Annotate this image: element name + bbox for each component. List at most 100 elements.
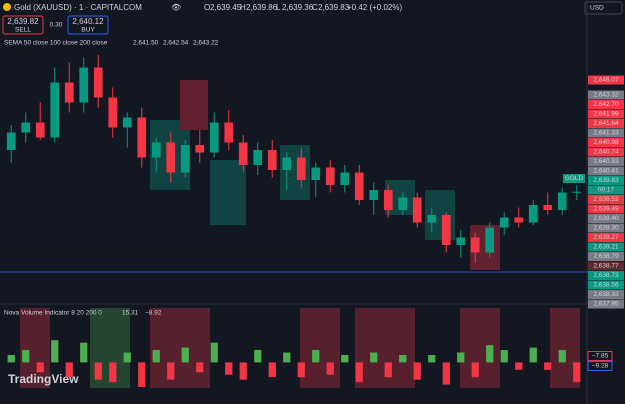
volume-bar: [500, 350, 508, 363]
price-label: 2,640.53: [593, 158, 619, 165]
eye-icon[interactable]: 👁: [171, 3, 181, 12]
volume-bar: [225, 362, 233, 375]
candle-body: [441, 215, 451, 245]
candle-body: [456, 237, 466, 245]
volume-bar: [442, 362, 450, 385]
candle-body: [224, 122, 234, 143]
candle-body: [557, 192, 567, 210]
candle-body: [50, 82, 60, 138]
candle-body: [108, 97, 118, 128]
price-label-bg: [588, 128, 624, 138]
volume-bar: [94, 362, 102, 380]
candle-body: [398, 197, 408, 210]
candle-body: [195, 145, 205, 153]
volume-bar: [341, 355, 349, 363]
price-label-bg: [588, 214, 624, 223]
ohlc-value: 2,639.83: [318, 3, 350, 12]
price-label: 2,639.40: [593, 215, 619, 222]
volume-bar: [210, 342, 218, 363]
candle-body: [267, 150, 277, 170]
volume-label-bg: [587, 351, 613, 361]
ohlc-value: 2,639.86: [246, 3, 278, 12]
symbol-tag-bg: [563, 174, 585, 183]
candle-body: [64, 82, 74, 103]
volume-bar: [370, 352, 378, 363]
zone: [20, 308, 50, 388]
volume-bar: [167, 362, 175, 380]
volume-bar: [138, 362, 146, 388]
candle-body: [340, 172, 350, 185]
candle-body: [543, 205, 553, 210]
volume-bar: [123, 352, 131, 363]
candle-body: [253, 150, 263, 165]
volume-bar: [529, 347, 537, 363]
currency-box[interactable]: [584, 1, 623, 15]
candle-body: [166, 142, 176, 173]
price-label-bg: [588, 157, 624, 166]
price-label: 2,642.70: [593, 101, 619, 108]
price-label: 2,637.95: [593, 301, 619, 308]
price-label-bg: [588, 119, 624, 128]
volume-bar: [355, 362, 363, 383]
candle-body: [412, 197, 422, 223]
volume-bar: [413, 362, 421, 380]
candle-body: [485, 227, 495, 253]
volume-bar: [254, 350, 262, 363]
price-label-bg: [588, 75, 624, 85]
price-label: 2,640.98: [593, 139, 619, 146]
price-label: 2,643.32: [593, 92, 619, 99]
buy-price[interactable]: 2,640.12: [72, 17, 104, 26]
buy-button[interactable]: [67, 15, 109, 35]
price-label-bg: [588, 223, 624, 233]
price-label: 2,641.99: [593, 111, 619, 118]
price-label-bg: [588, 176, 624, 185]
price-label: 2,639.52: [593, 196, 619, 203]
price-label-bg: [588, 166, 624, 176]
price-label-bg: [588, 109, 624, 119]
price-label: 2,641.33: [593, 130, 619, 137]
candle-body: [93, 67, 103, 98]
candle-body: [122, 117, 132, 128]
price-label-bg: [588, 90, 624, 100]
spread: 0.30: [50, 22, 63, 29]
price-label-bg: [588, 147, 624, 157]
symbol-tag: GOLD: [565, 175, 584, 182]
volume-bar: [384, 362, 392, 378]
sell-button[interactable]: [2, 15, 44, 35]
volume-bar: [312, 350, 320, 363]
sell-price[interactable]: 2,639.82: [7, 17, 39, 26]
price-label-bg: [588, 242, 624, 252]
price-label-bg: [588, 299, 624, 309]
sell-label[interactable]: SELL: [15, 27, 31, 34]
candle-body: [383, 190, 393, 210]
price-label: 2,638.77: [593, 263, 619, 270]
volume-bar: [544, 362, 552, 370]
candle-body: [427, 215, 437, 223]
price-label-bg: [588, 195, 624, 204]
volume-bar: [181, 347, 189, 363]
candle-body: [311, 167, 321, 180]
price-label: 2,640.74: [593, 149, 619, 156]
price-label: 2,639.21: [593, 244, 619, 251]
symbol: Gold (XAUUSD) · 1 · CAPITALCOM: [14, 3, 142, 12]
volume-bar: [558, 350, 566, 363]
symbol-icon: [3, 3, 11, 11]
price-label: 2,640.41: [593, 168, 619, 175]
volume-bar: [152, 350, 160, 363]
price-label: 2,638.56: [593, 282, 619, 289]
volume-bar: [428, 355, 436, 363]
buy-label[interactable]: BUY: [81, 27, 95, 34]
volume-bar: [196, 362, 204, 373]
candle-body: [79, 67, 89, 103]
zone: [150, 308, 210, 388]
zone: [300, 308, 340, 388]
candle-body: [21, 122, 31, 133]
price-label: 2,638.79: [593, 253, 619, 260]
price-label: 00:17: [598, 187, 615, 194]
indicator-value: 2,641.50: [133, 40, 159, 47]
volume-bar: [515, 362, 523, 370]
currency[interactable]: USD: [590, 5, 604, 12]
candle-body: [369, 190, 379, 200]
